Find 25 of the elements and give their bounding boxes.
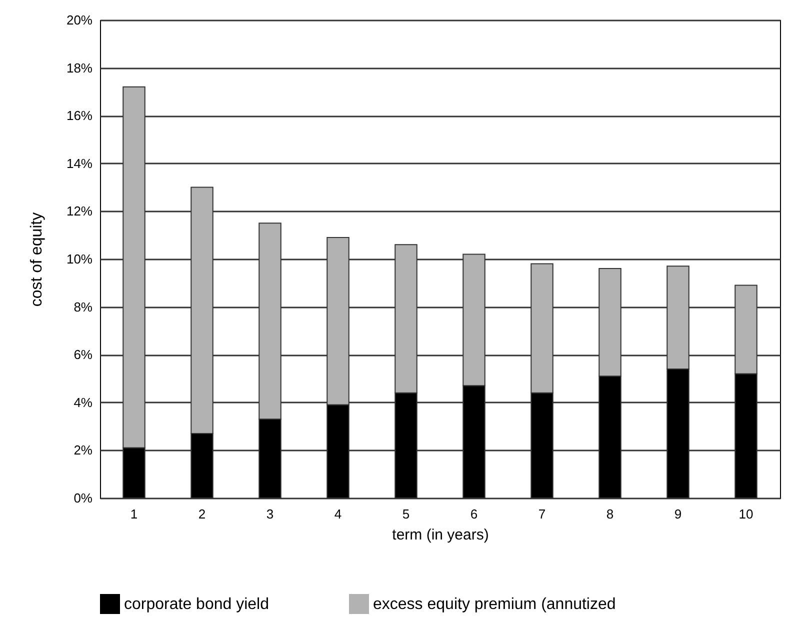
x-tick-label: 8 — [606, 506, 614, 522]
x-axis-title: term (in years) — [392, 526, 489, 544]
y-tick-label: 16% — [66, 108, 93, 124]
x-tick-label: 1 — [130, 506, 138, 522]
x-tick-label: 9 — [674, 506, 682, 522]
y-tick-label: 10% — [66, 252, 93, 266]
x-tick-label: 5 — [402, 506, 410, 522]
legend-label: excess equity premium (annutized — [373, 596, 616, 613]
y-axis-title: cost of equity — [28, 212, 46, 307]
y-tick-label: 8% — [74, 299, 93, 314]
y-tick-label: 20% — [66, 12, 93, 28]
x-tick-label: 7 — [538, 506, 546, 522]
y-tick-label: 14% — [66, 156, 93, 171]
x-tick-label: 6 — [470, 506, 478, 522]
x-tick-label: 2 — [198, 506, 206, 522]
y-tick-label: 12% — [66, 204, 93, 219]
y-tick-label: 4% — [74, 394, 93, 410]
y-tick-label: 2% — [74, 442, 93, 458]
x-tick-label: 4 — [334, 506, 342, 522]
legend-label: corporate bond yield — [124, 596, 269, 613]
y-tick-label: 6% — [74, 347, 93, 362]
y-tick-label: 0% — [74, 490, 93, 506]
x-tick-label: 10 — [738, 506, 754, 522]
y-tick-label: 18% — [66, 60, 93, 76]
x-tick-label: 3 — [266, 506, 274, 522]
